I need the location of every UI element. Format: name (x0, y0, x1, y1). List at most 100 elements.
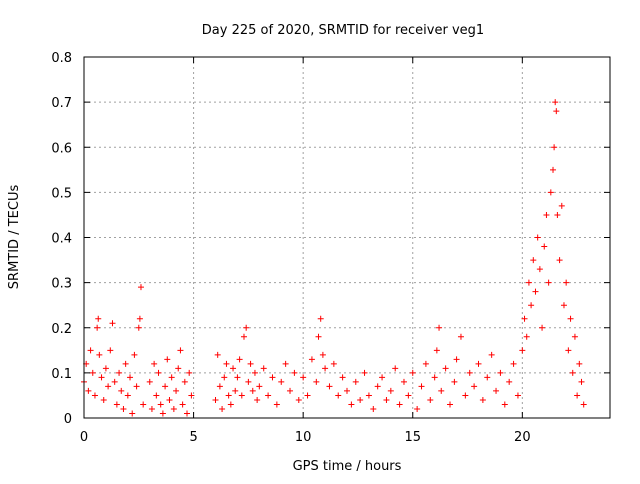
data-point (317, 315, 324, 322)
y-tick-labels: 0 0.1 0.2 0.3 0.4 0.5 0.6 0.7 0.8 (51, 51, 72, 427)
data-point (556, 257, 563, 264)
data-point (133, 383, 140, 390)
data-point (155, 369, 162, 376)
y-axis-label: SRMTID / TECUs (7, 185, 22, 290)
data-point (238, 392, 245, 399)
data-point (111, 378, 118, 385)
data-point (344, 387, 350, 394)
data-point (87, 347, 94, 354)
data-point (322, 365, 329, 372)
data-point (453, 356, 460, 363)
data-point (181, 378, 188, 385)
data-point (414, 405, 421, 412)
data-point (392, 365, 399, 372)
data-point (212, 396, 219, 403)
data-point (113, 401, 120, 408)
data-point (291, 369, 298, 376)
data-point (554, 211, 561, 218)
data-point (438, 387, 445, 394)
data-point (484, 374, 491, 381)
data-point (107, 347, 114, 354)
data-point (148, 405, 155, 412)
data-point (243, 324, 250, 331)
data-point (122, 360, 129, 367)
data-point (539, 324, 546, 331)
data-point (227, 401, 234, 408)
data-point (234, 374, 241, 381)
data-point (530, 257, 537, 264)
data-point (278, 378, 285, 385)
data-point (120, 405, 127, 412)
data-point (304, 392, 311, 399)
y-tick-label: 0.4 (51, 232, 72, 247)
data-point (175, 365, 182, 372)
data-point (506, 378, 513, 385)
x-tick-label: 10 (295, 430, 312, 445)
data-point (547, 189, 554, 196)
data-point (225, 392, 232, 399)
data-point (442, 365, 449, 372)
data-point (295, 396, 302, 403)
data-point (251, 369, 258, 376)
data-point (545, 279, 552, 286)
data-point (168, 374, 175, 381)
data-point (326, 383, 333, 390)
y-tick-label: 0.3 (51, 277, 72, 292)
data-point (493, 387, 500, 394)
data-point (396, 401, 403, 408)
data-point (162, 383, 169, 390)
data-point (528, 302, 535, 309)
data-point (569, 369, 576, 376)
data-point (541, 243, 548, 250)
data-point (560, 302, 567, 309)
data-point (308, 356, 315, 363)
data-point (466, 369, 473, 376)
data-point (159, 410, 166, 417)
plot-frame (83, 56, 611, 419)
data-point (91, 392, 98, 399)
data-point (580, 401, 587, 408)
data-point (109, 320, 116, 327)
data-point (184, 410, 191, 417)
data-point (357, 396, 364, 403)
data-point (254, 396, 261, 403)
data-point (232, 387, 239, 394)
y-tick-label: 0.8 (51, 51, 72, 66)
data-point (256, 383, 263, 390)
x-tick-labels: 0 5 10 15 20 (80, 430, 531, 445)
y-tick-label: 0.7 (51, 96, 72, 111)
data-point (170, 405, 177, 412)
data-point (523, 333, 530, 340)
data-point (551, 144, 558, 151)
data-point (265, 392, 272, 399)
data-point (282, 360, 289, 367)
data-point (219, 405, 226, 412)
data-point (124, 392, 131, 399)
data-point (269, 374, 276, 381)
data-point (514, 392, 521, 399)
data-point (330, 360, 337, 367)
data-point (260, 365, 267, 372)
data-point (118, 387, 125, 394)
y-tick-label: 0 (64, 412, 72, 427)
data-point (221, 374, 228, 381)
data-point (352, 378, 359, 385)
data-point (532, 288, 539, 295)
data-point (534, 234, 541, 241)
data-point (129, 410, 136, 417)
data-point (475, 360, 482, 367)
data-point (214, 351, 221, 358)
data-point (89, 369, 96, 376)
data-point (558, 202, 565, 209)
data-point (313, 378, 320, 385)
data-point (236, 356, 243, 363)
data-point (273, 401, 280, 408)
data-point (230, 365, 237, 372)
data-point (387, 387, 394, 394)
data-point (348, 401, 355, 408)
data-point (216, 383, 223, 390)
y-tick-label: 0.6 (51, 141, 72, 156)
data-point (571, 333, 578, 340)
